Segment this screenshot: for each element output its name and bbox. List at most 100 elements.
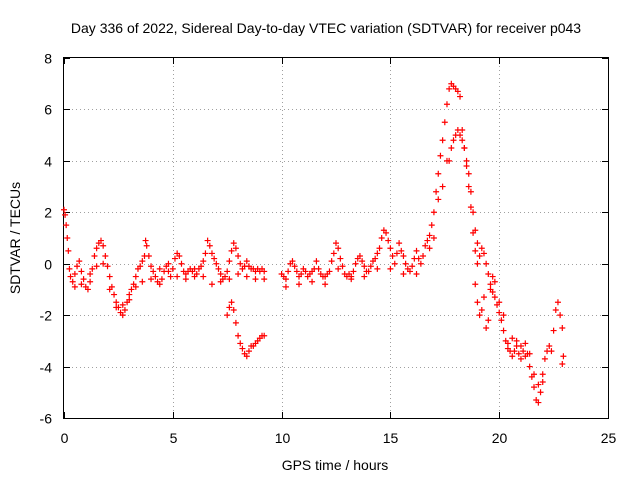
data-point [509, 335, 516, 342]
data-point [213, 260, 220, 267]
data-point [374, 265, 381, 272]
data-point [282, 283, 289, 290]
data-point [61, 206, 67, 213]
data-point [461, 145, 468, 151]
data-point [74, 263, 81, 270]
data-point [78, 281, 85, 288]
data-point [365, 268, 372, 275]
data-point [148, 263, 155, 270]
data-point [350, 268, 357, 275]
data-point [361, 273, 368, 280]
data-point [339, 263, 346, 270]
data-point [457, 93, 464, 100]
data-point [489, 273, 496, 280]
data-point [439, 183, 446, 190]
data-point [215, 265, 222, 272]
data-point [376, 245, 383, 252]
data-point [119, 301, 126, 308]
data-point [176, 253, 183, 259]
data-point [435, 196, 442, 203]
y-tick-label: -2 [40, 308, 53, 324]
data-point [500, 312, 507, 319]
data-point [441, 119, 448, 126]
data-point [491, 278, 498, 285]
data-point [104, 263, 111, 270]
data-point [356, 253, 363, 259]
data-point [230, 307, 237, 313]
data-point [222, 273, 229, 280]
data-point [126, 296, 133, 303]
data-point [113, 304, 120, 311]
data-point [448, 145, 455, 151]
data-point [450, 137, 457, 144]
data-point [76, 258, 83, 265]
data-point [230, 240, 237, 247]
data-point [550, 327, 557, 334]
data-point [520, 348, 527, 355]
data-point [78, 268, 85, 275]
data-point [121, 307, 128, 313]
data-point [470, 209, 477, 216]
data-point [557, 312, 564, 319]
x-tick-label: 20 [492, 430, 508, 446]
axis-ticks [64, 58, 609, 419]
data-point [535, 381, 542, 388]
data-point [296, 281, 303, 288]
data-point [91, 253, 98, 259]
y-tick-label: 4 [44, 154, 52, 170]
data-point [226, 258, 233, 265]
data-point [391, 260, 398, 267]
data-point [139, 278, 146, 285]
data-point [463, 157, 470, 164]
y-tick-label: -6 [40, 411, 53, 427]
data-point [559, 361, 566, 367]
data-point [200, 273, 207, 280]
data-point [111, 291, 118, 298]
data-point [226, 276, 233, 283]
data-point [206, 242, 213, 249]
data-point [208, 250, 215, 257]
data-point [504, 340, 511, 347]
data-point [485, 271, 492, 277]
data-point [478, 307, 485, 313]
data-point [560, 353, 567, 360]
data-point [443, 157, 450, 164]
data-point [191, 265, 198, 272]
data-point [119, 312, 126, 319]
data-point [204, 237, 211, 244]
data-point [476, 312, 483, 319]
data-point [64, 235, 71, 241]
data-point [143, 242, 150, 249]
data-point [430, 235, 437, 241]
data-point [152, 273, 159, 280]
plot-frame [63, 57, 609, 419]
data-point [243, 258, 250, 265]
data-point [106, 286, 113, 293]
data-point [132, 283, 139, 290]
data-point [498, 317, 505, 324]
data-point [328, 258, 335, 265]
data-point [102, 253, 109, 259]
data-point [467, 204, 474, 211]
data-point [522, 353, 529, 360]
data-point [480, 250, 487, 257]
data-point [374, 250, 381, 257]
data-point [467, 188, 474, 195]
data-point [142, 237, 149, 244]
y-tick-labels: -6 -4 -2 0 2 4 6 8 [40, 51, 53, 427]
data-point [454, 127, 461, 133]
data-point [546, 343, 553, 349]
data-point [415, 255, 422, 262]
data-point [237, 340, 244, 347]
data-point [385, 237, 392, 244]
x-tick-label: 0 [61, 430, 69, 446]
data-point [483, 260, 490, 267]
data-point [69, 278, 76, 285]
data-point [474, 260, 481, 267]
data-point [63, 222, 70, 229]
data-point [232, 245, 239, 252]
data-point [531, 371, 538, 378]
data-point [235, 271, 242, 277]
data-point [439, 137, 446, 144]
